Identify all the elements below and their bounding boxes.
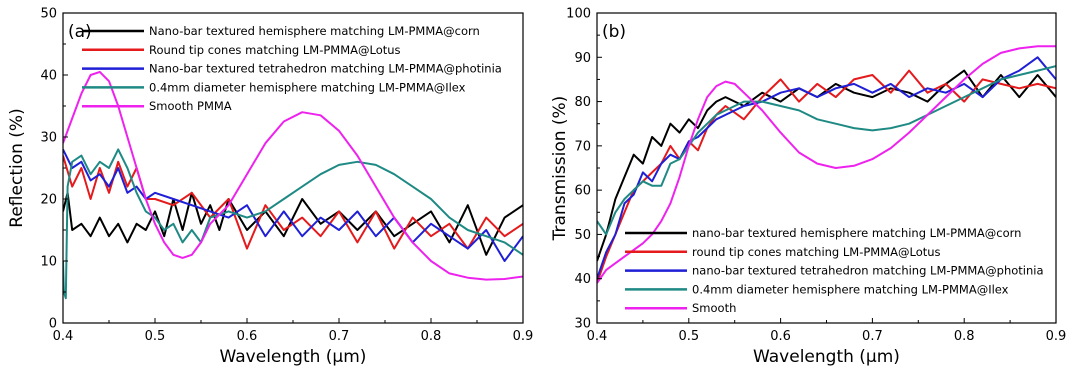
panel-label: (b): [602, 22, 626, 42]
series-line-4: [597, 45, 1056, 284]
y-tick-label: 100: [566, 7, 591, 22]
y-axis-label: Reflection (%): [7, 108, 27, 227]
legend-label-2: Nano-bar textured tetrahedron matching L…: [149, 62, 502, 76]
x-tick-label: 0.6: [770, 329, 791, 344]
legend-label-3: 0.4mm diameter hemisphere matching LM-PM…: [149, 80, 466, 94]
y-tick-label: 60: [574, 184, 591, 199]
legend-label-3: 0.4mm diameter hemisphere matching LM-PM…: [692, 282, 1009, 296]
y-tick-label: 0: [49, 317, 57, 332]
x-tick-label: 0.6: [237, 329, 258, 344]
series-line-2: [63, 148, 523, 262]
legend-label-4: Smooth PMMA: [149, 99, 232, 113]
legend: nano-bar textured hemisphere matching LM…: [625, 226, 1044, 315]
legend-label-1: Round tip cones matching LM-PMMA@Lotus: [149, 43, 401, 57]
x-tick-label: 0.5: [145, 329, 166, 344]
y-tick-label: 30: [40, 131, 57, 146]
x-axis-label: Wavelength (μm): [220, 347, 367, 367]
series-line-3: [597, 65, 1056, 236]
x-tick-label: 0.8: [954, 329, 975, 344]
x-tick-label: 0.5: [678, 329, 699, 344]
x-tick-label: 0.4: [587, 329, 608, 344]
x-axis-label: Wavelength (μm): [753, 347, 900, 367]
x-tick-label: 0.9: [513, 329, 534, 344]
legend-label-0: nano-bar textured hemisphere matching LM…: [692, 226, 1021, 240]
x-tick-label: 0.4: [53, 329, 74, 344]
chart-panel-a: 0.4 0.5 0.6 0.7 0.8 0.9 0 10 20 30 40 50 Wavelength …: [7, 7, 533, 368]
legend-label-1: round tip cones matching LM-PMMA@Lotus: [692, 245, 941, 259]
y-tick-label: 30: [574, 317, 591, 332]
y-tick-label: 40: [40, 69, 57, 84]
legend-label-2: nano-bar textured tetrahedron matching L…: [692, 264, 1044, 278]
y-tick-label: 20: [40, 193, 57, 208]
y-axis-label: Transmission (%): [550, 96, 570, 242]
legend-label-4: Smooth: [692, 301, 736, 315]
legend-label-0: Nano-bar textured hemisphere matching LM…: [149, 24, 480, 38]
series-line-0: [597, 69, 1056, 262]
y-tick-label: 50: [40, 7, 57, 22]
y-tick-label: 80: [574, 95, 591, 110]
panel-label: (a): [68, 22, 92, 42]
y-tick-label: 50: [574, 228, 591, 243]
legend: Nano-bar textured hemisphere matching LM…: [82, 24, 502, 113]
series-line-4: [63, 70, 523, 281]
plot-frame: [62, 12, 524, 324]
x-tick-label: 0.7: [329, 329, 350, 344]
chart-panel-b: 0.4 0.5 0.6 0.7 0.8 0.9 30 40 50 60 70 80 90 100 Wavel…: [550, 7, 1066, 368]
x-tick-label: 0.8: [421, 329, 442, 344]
y-tick-label: 90: [574, 51, 591, 66]
x-tick-label: 0.9: [1046, 329, 1067, 344]
y-tick-label: 70: [574, 139, 591, 154]
series-line-1: [597, 69, 1056, 284]
x-tick-label: 0.7: [862, 329, 883, 344]
y-tick-label: 40: [574, 272, 591, 287]
series-line-1: [63, 155, 523, 250]
y-tick-label: 10: [40, 255, 57, 270]
